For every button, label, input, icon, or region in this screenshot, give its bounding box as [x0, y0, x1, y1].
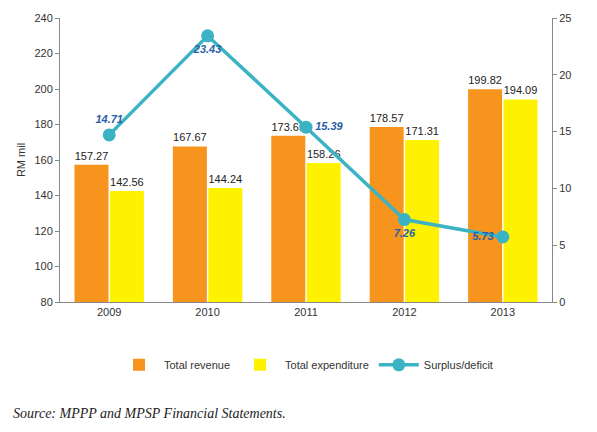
svg-text:120: 120 — [34, 225, 52, 237]
svg-text:15: 15 — [559, 125, 571, 137]
svg-text:167.67: 167.67 — [173, 131, 207, 143]
svg-text:20: 20 — [559, 69, 571, 81]
svg-text:10: 10 — [559, 182, 571, 194]
svg-text:Source: MPPP and MPSP Financia: Source: MPPP and MPSP Financial Statemen… — [13, 406, 286, 421]
svg-text:157.27: 157.27 — [75, 150, 109, 162]
svg-text:2011: 2011 — [294, 306, 318, 318]
svg-text:180: 180 — [34, 118, 52, 130]
svg-text:2010: 2010 — [195, 306, 219, 318]
svg-text:171.31: 171.31 — [405, 125, 439, 137]
svg-text:5: 5 — [559, 239, 565, 251]
svg-text:199.82: 199.82 — [468, 74, 502, 86]
svg-text:Total expenditure: Total expenditure — [285, 359, 369, 371]
svg-text:15.39: 15.39 — [315, 120, 343, 132]
svg-text:RM mil: RM mil — [15, 143, 27, 177]
svg-text:14.71: 14.71 — [95, 113, 123, 125]
svg-text:0: 0 — [559, 296, 565, 308]
svg-text:220: 220 — [34, 47, 52, 59]
svg-text:158.26: 158.26 — [307, 148, 341, 160]
svg-text:80: 80 — [41, 296, 53, 308]
svg-text:140: 140 — [34, 189, 52, 201]
svg-text:194.09: 194.09 — [504, 84, 538, 96]
svg-text:2013: 2013 — [491, 306, 515, 318]
svg-text:5.73: 5.73 — [472, 230, 493, 242]
svg-text:2012: 2012 — [392, 306, 416, 318]
svg-text:Surplus/deficit: Surplus/deficit — [424, 359, 493, 371]
svg-text:2009: 2009 — [97, 306, 121, 318]
svg-text:144.24: 144.24 — [208, 173, 242, 185]
svg-text:160: 160 — [34, 154, 52, 166]
svg-text:240: 240 — [34, 12, 52, 24]
svg-text:178.57: 178.57 — [370, 112, 404, 124]
svg-text:7.26: 7.26 — [394, 227, 416, 239]
svg-text:25: 25 — [559, 12, 571, 24]
svg-text:100: 100 — [34, 260, 52, 272]
svg-text:173.65: 173.65 — [271, 121, 305, 133]
svg-text:200: 200 — [34, 83, 52, 95]
svg-text:Total revenue: Total revenue — [164, 359, 230, 371]
svg-text:23.43: 23.43 — [193, 43, 222, 55]
svg-text:142.56: 142.56 — [110, 176, 144, 188]
